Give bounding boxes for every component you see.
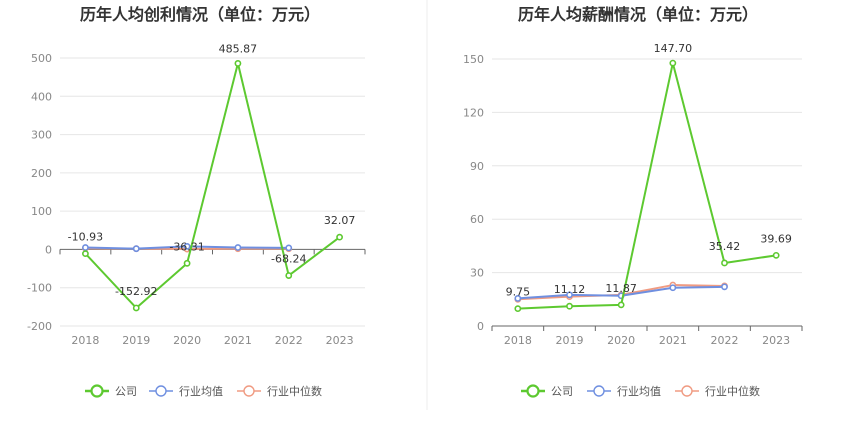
y-tick-label: 120 [463, 106, 484, 119]
data-point [669, 59, 677, 67]
legend[interactable]: 公司 行业均值 行业中位数 [85, 384, 322, 398]
x-tick-label: 2020 [173, 334, 201, 347]
legend-marker [681, 385, 693, 397]
data-point [514, 295, 522, 302]
x-axis-ticks: 2018 2019 2020 2021 2022 2023 [491, 326, 803, 347]
y-tick-label: 300 [31, 129, 52, 142]
data-point [566, 291, 573, 299]
y-axis-ticks: 0 30 60 90 120 150 [463, 53, 484, 333]
y-tick-label: 100 [31, 205, 52, 218]
data-point [234, 244, 242, 251]
data-label: -10.93 [68, 231, 103, 244]
y-tick-label: 60 [470, 213, 484, 226]
data-point [82, 244, 89, 251]
series-line-0 [84, 62, 341, 309]
legend-item-2[interactable]: 行业中位数 [237, 384, 322, 398]
y-tick-label: 150 [463, 53, 484, 66]
y-tick-label: 0 [477, 320, 484, 333]
data-point [617, 301, 625, 309]
legend-item-1[interactable]: 行业均值 [149, 385, 223, 398]
data-label: 147.70 [654, 42, 693, 55]
y-tick-label: 0 [45, 243, 52, 256]
data-point [669, 284, 677, 292]
data-label: 35.42 [709, 240, 741, 253]
x-tick-label: 2020 [607, 334, 635, 347]
chart-title: 历年人均薪酬情况（单位：万元） [518, 5, 758, 24]
legend-label: 行业均值 [617, 385, 661, 398]
x-axis-ticks: 2018 2019 2020 2021 2022 2023 [59, 249, 366, 347]
x-tick-label: 2021 [659, 334, 687, 347]
legend-label: 公司 [551, 385, 573, 398]
legend-item-1[interactable]: 行业均值 [587, 385, 661, 398]
legend-marker [243, 385, 255, 397]
legend[interactable]: 公司 行业均值 行业中位数 [521, 384, 760, 398]
data-point [566, 302, 573, 310]
legend-item-0[interactable]: 公司 [85, 384, 137, 398]
legend-item-0[interactable]: 公司 [521, 384, 573, 398]
x-tick-label: 2018 [504, 334, 532, 347]
data-point [514, 305, 522, 313]
x-tick-label: 2019 [556, 334, 584, 347]
data-point [183, 259, 191, 267]
data-label: 9.75 [506, 286, 531, 299]
data-point [721, 259, 728, 267]
x-tick-label: 2021 [224, 334, 252, 347]
grid-lines [60, 57, 365, 327]
y-tick-label: 30 [470, 267, 484, 280]
data-point [285, 244, 293, 252]
data-label: -68.24 [271, 253, 306, 266]
series-lines [82, 60, 343, 312]
legend-label: 行业中位数 [705, 384, 760, 398]
data-point [132, 304, 140, 312]
grid-lines [492, 58, 802, 327]
y-tick-label: -200 [27, 320, 52, 333]
data-point [336, 233, 343, 241]
data-label: 11.12 [554, 283, 586, 296]
data-label: 39.69 [760, 232, 792, 245]
data-point [721, 283, 728, 291]
y-tick-label: 200 [31, 167, 52, 180]
legend-marker [155, 385, 167, 397]
data-label: 11.87 [605, 282, 637, 295]
series-line-0 [517, 62, 777, 310]
data-point [82, 250, 89, 258]
x-tick-label: 2023 [326, 334, 354, 347]
data-label: 485.87 [219, 42, 258, 55]
y-tick-label: -100 [27, 282, 52, 295]
x-tick-label: 2022 [275, 334, 303, 347]
legend-item-2[interactable]: 行业中位数 [675, 384, 760, 398]
y-tick-label: 400 [31, 90, 52, 103]
legend-label: 行业中位数 [267, 384, 322, 398]
data-label: 32.07 [324, 214, 356, 227]
legend-marker [90, 384, 104, 398]
x-tick-label: 2019 [122, 334, 150, 347]
data-labels: -10.93 -152.92 -36.31 485.87 -68.24 32.07 [68, 42, 356, 298]
data-point [183, 242, 191, 250]
data-point [132, 245, 140, 253]
legend-marker [526, 384, 540, 398]
data-point [772, 251, 780, 259]
data-labels: 9.75 11.12 11.87 147.70 35.42 39.69 [506, 42, 792, 299]
y-tick-label: 90 [470, 160, 484, 173]
legend-label: 公司 [115, 385, 137, 398]
series-lines [514, 59, 780, 313]
data-label: -36.31 [169, 240, 204, 253]
data-label: -152.92 [115, 285, 157, 298]
x-tick-label: 2023 [762, 334, 790, 347]
chart-profit-per-capita: 历年人均创利情况（单位：万元） -200 -100 0 100 200 300 400 500… [27, 5, 366, 398]
x-tick-label: 2022 [711, 334, 739, 347]
data-point [234, 60, 242, 67]
legend-marker [593, 385, 605, 397]
data-point [285, 272, 293, 279]
y-tick-label: 500 [31, 52, 52, 65]
chart-title: 历年人均创利情况（单位：万元） [80, 5, 320, 24]
legend-label: 行业均值 [179, 385, 223, 398]
x-tick-label: 2018 [71, 334, 99, 347]
y-axis-ticks: -200 -100 0 100 200 300 400 500 [27, 52, 52, 333]
